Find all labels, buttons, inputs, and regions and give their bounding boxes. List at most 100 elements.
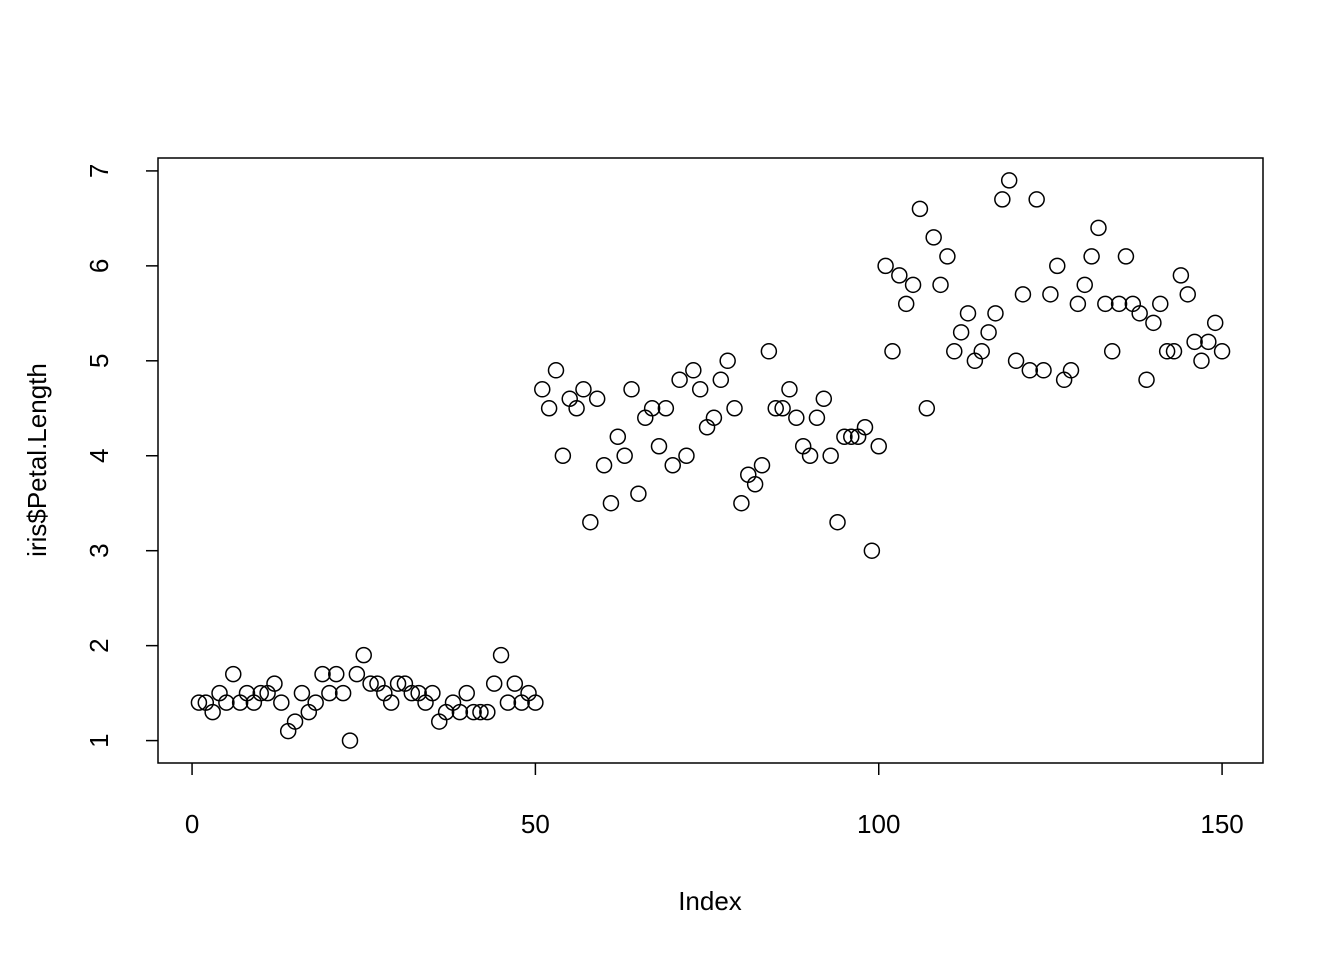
point [678,447,695,465]
point [760,343,778,360]
point [534,381,551,398]
point [829,513,846,531]
point [939,248,956,265]
point [815,390,833,408]
y-tick-label: 5 [84,354,114,368]
point [1152,295,1169,313]
point [630,485,647,502]
point [705,409,723,427]
point [1083,248,1100,265]
point [1179,286,1196,303]
x-tick-label: 150 [1200,809,1243,839]
point [218,694,235,711]
point [190,694,208,711]
point [753,456,771,474]
point [321,684,338,702]
point [657,400,675,417]
point [451,703,469,721]
point [788,409,805,427]
y-tick-label: 4 [84,449,114,463]
point [987,305,1004,322]
point [980,324,997,341]
point [266,675,283,692]
point [1007,352,1025,370]
point [499,694,517,711]
point [952,324,970,341]
point [843,428,860,446]
point [884,343,901,360]
point [602,494,620,512]
point [733,494,750,512]
point [609,428,627,446]
point [1131,305,1148,322]
point [424,684,441,702]
point [1158,343,1176,360]
point [348,665,366,683]
point [1145,314,1162,332]
point [1206,314,1224,332]
point [870,438,887,455]
point [685,362,702,379]
point [616,447,633,465]
point [527,694,544,711]
point [1200,333,1217,351]
point [1103,343,1121,360]
point [994,191,1011,208]
point [897,295,915,313]
point [650,438,668,455]
point [1110,295,1128,313]
point [891,267,908,284]
point [362,675,379,692]
y-tick-label: 7 [84,164,114,178]
point [1213,343,1231,360]
point [767,400,784,417]
point [595,456,613,474]
point [712,371,730,389]
point [1049,257,1066,275]
point [1062,362,1080,379]
point [314,665,331,683]
point [1014,286,1032,303]
y-tick-label: 3 [84,543,114,557]
point [911,200,929,218]
point [932,276,949,294]
point [664,456,681,474]
point [485,675,503,692]
y-tick-label: 2 [84,638,114,652]
point [403,684,421,702]
point [1090,219,1107,237]
point [774,400,791,417]
point [836,428,853,446]
point [863,542,881,559]
plot-box [157,157,1264,764]
point [877,257,894,275]
point [1138,371,1155,389]
x-tick-label: 50 [521,809,550,839]
point [822,447,839,465]
point [547,362,565,379]
point [959,305,977,322]
point [575,381,592,398]
point [1000,172,1018,189]
point [1028,191,1045,208]
point [856,419,874,436]
point [334,684,352,702]
x-tick-label: 0 [185,809,199,839]
point [1193,352,1210,370]
point [925,229,942,246]
point [479,703,496,721]
point [588,390,606,408]
y-axis-label: iris$Petal.Length [22,363,52,557]
point [328,665,345,683]
point [1042,286,1059,303]
point [382,694,400,711]
point [582,513,599,531]
point [307,694,324,711]
point [458,684,475,702]
y-tick-label: 6 [84,259,114,273]
point [1165,343,1183,360]
point [252,684,269,702]
point [1186,333,1203,351]
point [643,400,661,417]
point [1069,295,1087,313]
